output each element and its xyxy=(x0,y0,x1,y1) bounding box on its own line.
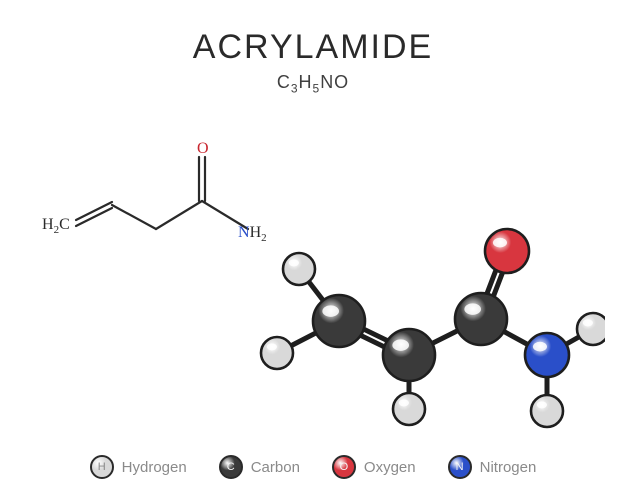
atom-legend: H Hydrogen C Carbon O Oxygen N Nitrogen xyxy=(0,455,626,479)
atom-c xyxy=(383,329,435,381)
legend-label: Oxygen xyxy=(364,459,416,476)
atom-c xyxy=(313,295,365,347)
atom-h xyxy=(531,395,563,427)
svg-text:O: O xyxy=(197,140,209,157)
legend-label: Carbon xyxy=(251,459,300,476)
formula-sub: 3 xyxy=(291,82,299,96)
legend-ball-icon: C xyxy=(219,455,243,479)
legend-item-oxygen: O Oxygen xyxy=(332,455,416,479)
legend-label: Hydrogen xyxy=(122,459,187,476)
legend-item-hydrogen: H Hydrogen xyxy=(90,455,187,479)
formula-part: C xyxy=(277,72,291,92)
atom-n xyxy=(525,333,569,377)
atom-h xyxy=(283,253,315,285)
formula-part: H xyxy=(299,72,313,92)
formula-part: NO xyxy=(320,72,349,92)
atom-h xyxy=(261,337,293,369)
ball-and-stick-model xyxy=(245,205,605,435)
legend-item-carbon: C Carbon xyxy=(219,455,300,479)
atom-o xyxy=(485,229,529,273)
legend-item-nitrogen: N Nitrogen xyxy=(448,455,537,479)
atoms-group xyxy=(261,229,605,427)
legend-label: Nitrogen xyxy=(480,459,537,476)
legend-ball-icon: N xyxy=(448,455,472,479)
legend-ball-icon: H xyxy=(90,455,114,479)
atom-h xyxy=(577,313,605,345)
legend-ball-icon: O xyxy=(332,455,356,479)
svg-text:H2C: H2C xyxy=(42,216,70,236)
molecular-formula: C3H5NO xyxy=(277,72,349,96)
atom-h xyxy=(393,393,425,425)
page-title: ACRYLAMIDE xyxy=(193,28,433,67)
skeletal-structure: H2CONH2 xyxy=(40,135,270,295)
atom-c xyxy=(455,293,507,345)
